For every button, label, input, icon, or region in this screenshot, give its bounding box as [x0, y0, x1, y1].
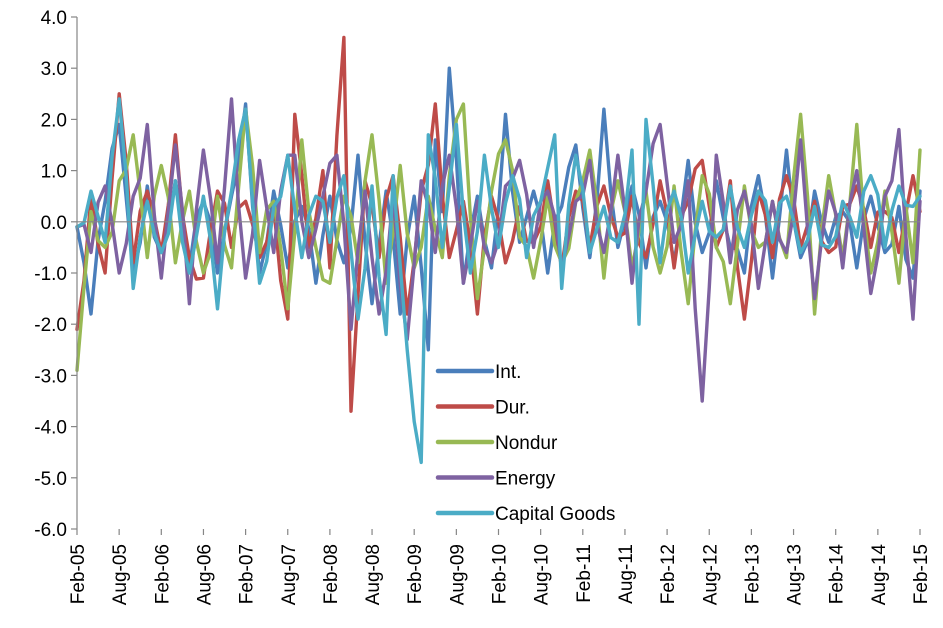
legend-label: Energy [495, 469, 556, 490]
x-tick-label: Feb-09 [405, 544, 426, 604]
series-line-int- [75, 66, 922, 352]
y-tick-label: -6.0 [34, 520, 67, 541]
x-tick-label: Aug-13 [785, 544, 806, 605]
y-tick-label: -5.0 [34, 469, 67, 490]
y-tick-label: -3.0 [34, 366, 67, 387]
x-tick-label: Feb-08 [321, 544, 342, 604]
x-tick-label: Aug-09 [447, 544, 468, 605]
x-tick-label: Aug-10 [532, 544, 553, 605]
x-tick-label: Feb-11 [574, 544, 595, 603]
x-tick-label: Feb-05 [68, 544, 89, 604]
y-tick-label: 2.0 [41, 110, 67, 131]
legend: Int. Dur. Nondur Energy Capital Goods [435, 362, 615, 525]
x-tick-label: Feb-15 [911, 544, 932, 604]
y-tick-label: 0.0 [41, 213, 67, 234]
legend-label: Capital Goods [495, 504, 615, 525]
series-lines [75, 35, 922, 465]
x-tick-label: Aug-05 [110, 544, 131, 605]
y-axis-ticks: 4.0 3.0 2.0 1.0 0.0 -1.0 -2.0 -3.0 -4.0 -5.0 -6.0 [34, 8, 77, 541]
x-tick-label: Feb-13 [742, 544, 763, 604]
x-tick-label: Aug-12 [700, 544, 721, 605]
x-tick-label: Feb-07 [237, 544, 258, 604]
legend-label: Int. [495, 362, 521, 383]
series-line-capital-goods [75, 97, 922, 465]
y-tick-label: 4.0 [41, 8, 67, 29]
x-tick-label: Feb-10 [490, 544, 511, 604]
series-line-energy [75, 97, 922, 403]
y-tick-label: 3.0 [41, 59, 67, 80]
y-tick-label: 1.0 [41, 162, 67, 183]
legend-label: Dur. [495, 398, 530, 419]
x-tick-label: Aug-14 [869, 544, 890, 606]
legend-label: Nondur [495, 433, 558, 454]
series-line-dur- [75, 35, 922, 413]
x-axis-ticks: Feb-05 Aug-05 Feb-06 Aug-06 Feb-07 Aug-07 Feb-… [68, 529, 932, 605]
x-tick-label: Feb-12 [658, 544, 679, 604]
x-tick-label: Feb-06 [152, 544, 173, 604]
y-tick-label: -1.0 [34, 264, 67, 285]
y-tick-label: -4.0 [34, 418, 67, 439]
x-tick-label: Aug-06 [194, 544, 215, 605]
y-tick-label: -2.0 [34, 315, 67, 336]
x-tick-label: Aug-08 [363, 544, 384, 605]
x-tick-label: Feb-14 [827, 544, 848, 605]
x-tick-label: Aug-07 [279, 544, 300, 605]
x-tick-label: Aug-11 [616, 544, 637, 604]
